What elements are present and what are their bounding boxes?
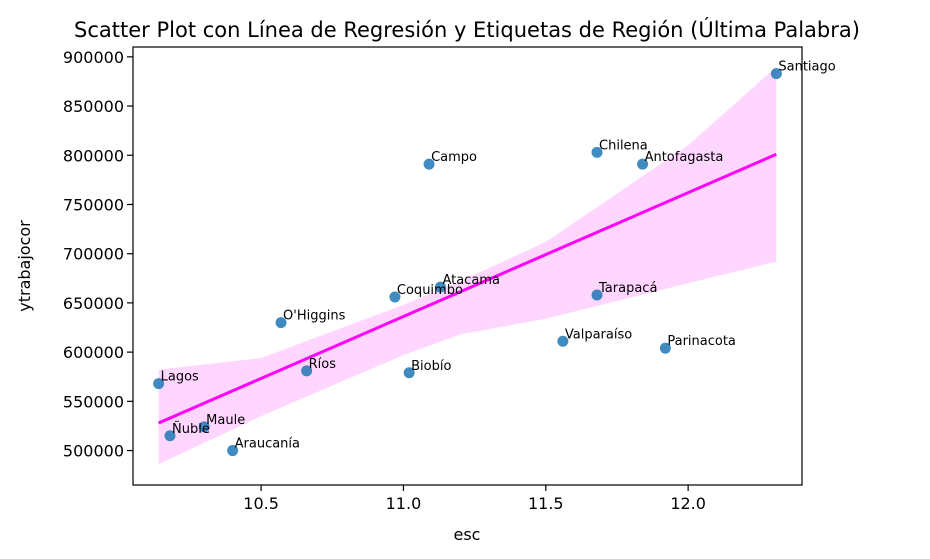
y-tick-label: 850000	[63, 97, 124, 116]
data-point	[403, 367, 415, 379]
y-tick-label: 800000	[63, 146, 124, 165]
point-label: Araucanía	[235, 437, 300, 452]
data-point	[770, 68, 782, 80]
point-label: Atacama	[442, 273, 499, 288]
y-axis-ticks: 500000 550000 600000 650000 700000 750000 8000…	[63, 48, 133, 461]
data-point	[198, 421, 210, 433]
regression-line	[158, 152, 777, 425]
point-label: Lagos	[161, 370, 199, 385]
x-axis-label: esc	[454, 525, 481, 544]
data-point	[153, 378, 165, 390]
points-layer	[153, 68, 782, 457]
point-label: Antofagasta	[645, 150, 724, 165]
y-axis-label: ytrabajocor	[15, 220, 34, 312]
data-point	[275, 317, 287, 329]
point-label: Ríos	[309, 357, 337, 372]
data-point	[637, 158, 649, 170]
point-label: Ñuble	[172, 421, 210, 437]
point-label: Chilena	[599, 138, 648, 153]
regression-line-layer	[158, 152, 777, 425]
data-point	[164, 430, 176, 442]
y-tick-label: 650000	[63, 294, 124, 313]
x-tick-label: 12.0	[670, 494, 706, 513]
data-point	[591, 289, 603, 301]
y-tick-label: 750000	[63, 195, 124, 214]
point-label: Valparaíso	[565, 327, 632, 342]
data-point	[227, 445, 239, 457]
plot-frame	[132, 46, 803, 486]
data-point	[434, 281, 446, 293]
data-point	[591, 146, 603, 158]
y-tick-label: 500000	[63, 442, 124, 461]
y-tick-label: 550000	[63, 392, 124, 411]
confidence-band-layer	[158, 66, 777, 465]
y-tick-label: 900000	[63, 48, 124, 67]
data-point	[557, 335, 569, 347]
x-axis-ticks: 10.5 11.0 11.5 12.0	[243, 485, 706, 513]
point-label: Santiago	[778, 60, 835, 75]
y-tick-label: 700000	[63, 245, 124, 264]
data-point	[423, 158, 435, 170]
point-label: Campo	[431, 150, 477, 165]
x-tick-label: 11.5	[528, 494, 564, 513]
point-label: Tarapacá	[598, 281, 657, 296]
point-label: Maule	[206, 413, 245, 428]
data-point	[659, 342, 671, 354]
chart-title: Scatter Plot con Línea de Regresión y Et…	[74, 17, 860, 42]
point-label: O'Higgins	[283, 309, 346, 324]
x-tick-label: 10.5	[243, 494, 279, 513]
point-label: Parinacota	[667, 334, 736, 349]
data-point	[389, 291, 401, 303]
data-point	[301, 365, 313, 377]
x-tick-label: 11.0	[386, 494, 422, 513]
point-label: Biobío	[411, 359, 451, 374]
point-label: Coquimbo	[397, 283, 463, 298]
confidence-band	[158, 66, 777, 465]
y-tick-label: 600000	[63, 343, 124, 362]
